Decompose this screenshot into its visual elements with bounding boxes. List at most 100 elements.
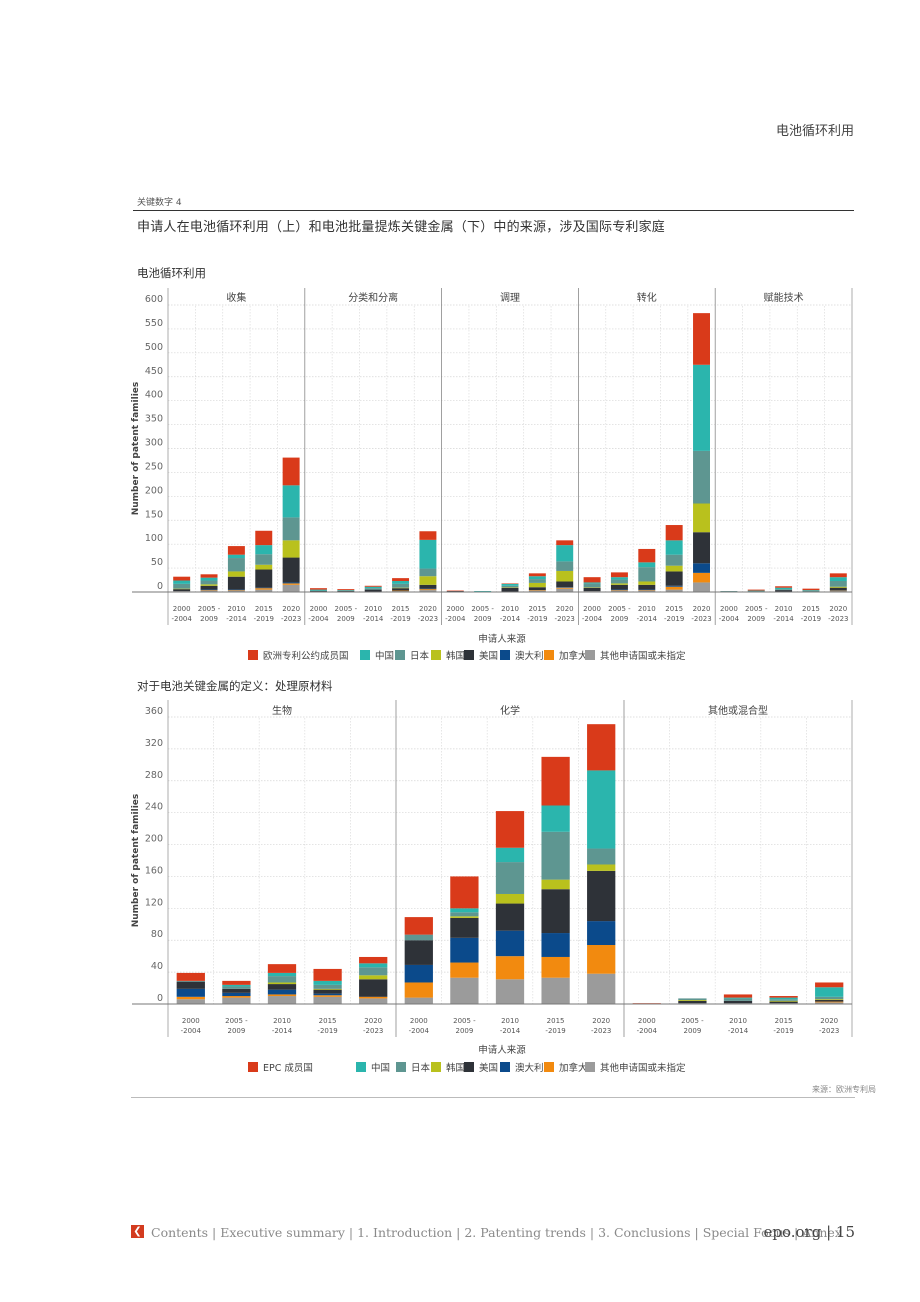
group-label: 生物 — [272, 704, 292, 717]
x-tick-label: 2009 — [611, 615, 629, 623]
legend-swatch-canada — [544, 1062, 554, 1072]
bar-segment-australia — [495, 930, 525, 957]
legend-label: EPC 成员国 — [263, 1062, 313, 1074]
bar-segment-china — [255, 545, 273, 555]
bar-segment-epc — [392, 578, 410, 581]
bottom-rule — [131, 1097, 855, 1098]
x-tick-label: 2009 — [455, 1027, 473, 1035]
legend-label: 日本 — [411, 1062, 431, 1074]
bar-segment-china — [282, 485, 300, 518]
bar-segment-japan — [775, 589, 793, 591]
x-tick-label: 2010 — [273, 1017, 291, 1025]
bar-segment-canada — [227, 590, 245, 591]
y-tick-label: 0 — [157, 993, 163, 1004]
bar-segment-japan — [693, 450, 711, 504]
x-tick-label: -2014 — [728, 1027, 749, 1035]
bar-segment-china — [313, 980, 342, 985]
bar-segment-korea — [528, 582, 546, 588]
bar-segment-china — [665, 540, 683, 555]
x-tick-label: 2020 — [364, 1017, 382, 1025]
legend-label: 欧洲专利公约成员国 — [263, 650, 349, 662]
bar-segment-usa — [450, 917, 479, 938]
bar-segment-other — [829, 591, 847, 592]
y-axis-title: Number of patent families — [131, 794, 141, 928]
x-tick-label: 2020 — [282, 605, 300, 613]
bar-segment-usa — [392, 588, 410, 591]
bar-segment-other — [173, 591, 191, 592]
x-tick-label: -2023 — [828, 615, 848, 623]
x-tick-label: -2014 — [226, 615, 247, 623]
bar-segment-other — [450, 977, 479, 1004]
bar-segment-usa — [583, 587, 601, 592]
bar-segment-epc — [769, 996, 798, 998]
x-tick-label: 2010 — [775, 605, 793, 613]
bar-segment-other — [313, 996, 342, 1004]
x-tick-label: 2005 - — [471, 605, 494, 613]
bar-segment-usa — [404, 940, 433, 965]
bar-segment-usa — [267, 984, 297, 990]
bar-segment-china — [227, 554, 245, 559]
bar-segment-australia — [176, 988, 205, 997]
legend-swatch-epc — [248, 1062, 258, 1072]
bar-segment-korea — [587, 864, 616, 871]
y-tick-label: 360 — [145, 706, 163, 717]
x-tick-label: 2005 - — [608, 605, 631, 613]
x-tick-label: 2015 — [255, 605, 273, 613]
bar-segment-usa — [255, 569, 273, 588]
x-axis-title: 申请人来源 — [478, 633, 526, 645]
bar-segment-other — [556, 588, 574, 592]
x-tick-label: 2009 — [337, 615, 355, 623]
x-tick-label: -2004 — [181, 1027, 202, 1035]
y-tick-label: 600 — [145, 294, 163, 305]
bar-segment-korea — [313, 988, 342, 990]
y-tick-label: 150 — [145, 509, 163, 520]
bar-segment-china — [802, 590, 820, 591]
bar-segment-usa — [222, 988, 251, 993]
y-tick-label: 200 — [145, 485, 163, 496]
bar-segment-canada — [176, 996, 205, 1000]
x-tick-label: 2005 - — [745, 605, 768, 613]
x-tick-label: 2010 — [638, 605, 656, 613]
bar-segment-china — [583, 582, 601, 584]
y-tick-label: 300 — [145, 438, 163, 449]
group-label: 其他或混合型 — [708, 704, 768, 717]
bar-segment-other — [693, 582, 711, 592]
x-tick-label: 2020 — [820, 1017, 838, 1025]
bar-segment-korea — [200, 584, 218, 586]
bar-segment-korea — [693, 503, 711, 533]
legend-label: 日本 — [410, 650, 430, 662]
bar-segment-usa — [528, 587, 546, 591]
x-tick-label: 2015 — [802, 605, 820, 613]
legend-swatch-australia — [500, 650, 510, 660]
bar-segment-china — [556, 545, 574, 562]
bar-segment-china — [541, 805, 570, 832]
x-tick-label: 2005 - — [225, 1017, 248, 1025]
x-tick-label: -2019 — [527, 615, 547, 623]
footer-site-page[interactable]: epo.org | 15 — [763, 1223, 856, 1241]
bar-segment-usa — [495, 903, 525, 931]
bar-segment-usa — [815, 1000, 844, 1002]
x-tick-label: -2014 — [500, 615, 521, 623]
x-tick-label: 2010 — [227, 605, 245, 613]
bar-segment-china — [450, 908, 479, 913]
back-arrow-icon[interactable]: ❮ — [131, 1225, 144, 1238]
chart1-heading: 电池循环利用 — [137, 266, 206, 280]
bar-segment-china — [638, 562, 656, 568]
legend-swatch-other — [585, 1062, 595, 1072]
x-tick-label: 2000 — [583, 605, 601, 613]
y-tick-label: 40 — [151, 961, 163, 972]
bar-segment-japan — [723, 998, 753, 1001]
x-tick-label: 2000 — [638, 1017, 656, 1025]
x-tick-label: 2015 — [392, 605, 410, 613]
legend-label: 美国 — [479, 650, 498, 662]
x-tick-label: -2004 — [582, 615, 603, 623]
footer-nav[interactable]: Contents | Executive summary | 1. Introd… — [151, 1225, 842, 1240]
bar-segment-usa — [723, 1000, 753, 1004]
bar-segment-china — [392, 580, 410, 584]
bar-segment-china — [775, 587, 793, 590]
bar-segment-china — [528, 576, 546, 580]
bar-segment-australia — [267, 989, 297, 995]
y-tick-label: 50 — [151, 557, 163, 568]
bar-segment-other — [495, 979, 525, 1004]
